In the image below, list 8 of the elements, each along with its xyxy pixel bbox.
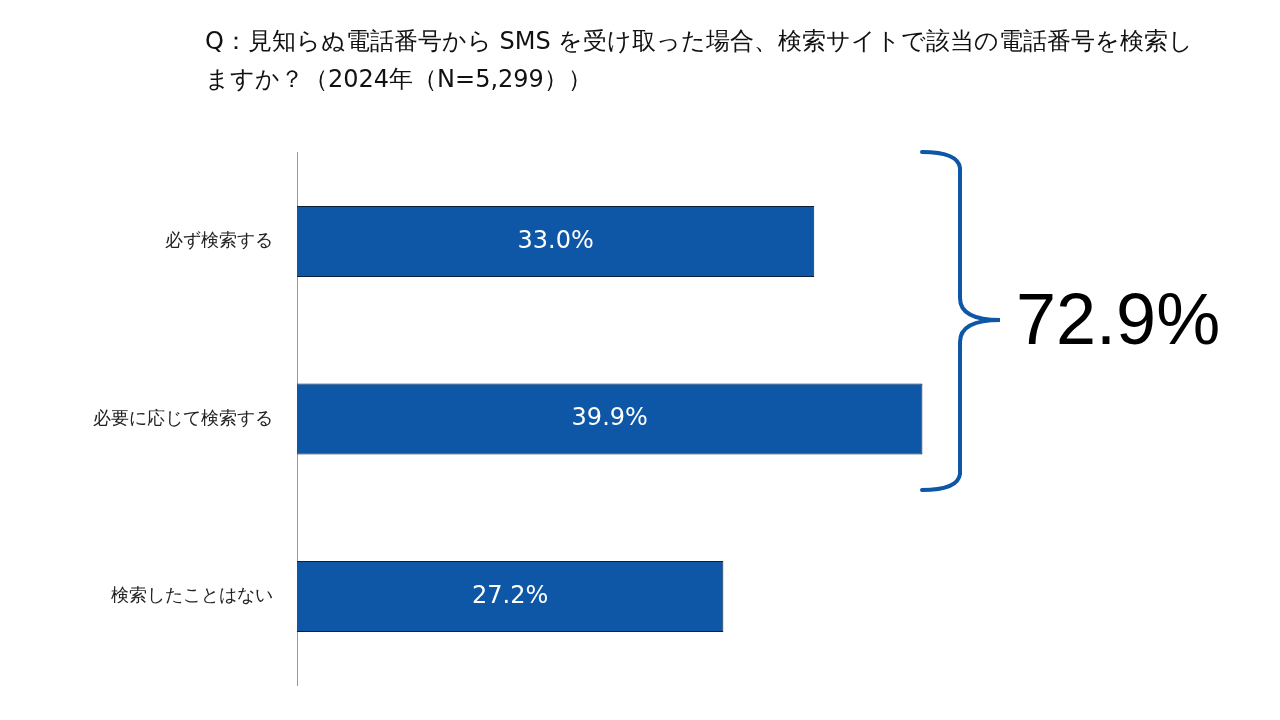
y-tick-label: 必ず検索する (165, 229, 273, 251)
chart-title: Q：見知らぬ電話番号から SMS を受け取った場合、検索サイトで該当の電話番号を検索しますか？（2024年（N=5,299）） (205, 26, 1195, 95)
data-label: 27.2% (472, 580, 549, 609)
y-tick-label: 必要に応じて検索する (93, 406, 273, 428)
data-label: 33.0% (517, 225, 594, 254)
y-tick-label: 検索したことはない (111, 584, 273, 606)
text: 72.9% (1016, 278, 1221, 360)
data-label: 39.9% (571, 403, 648, 432)
